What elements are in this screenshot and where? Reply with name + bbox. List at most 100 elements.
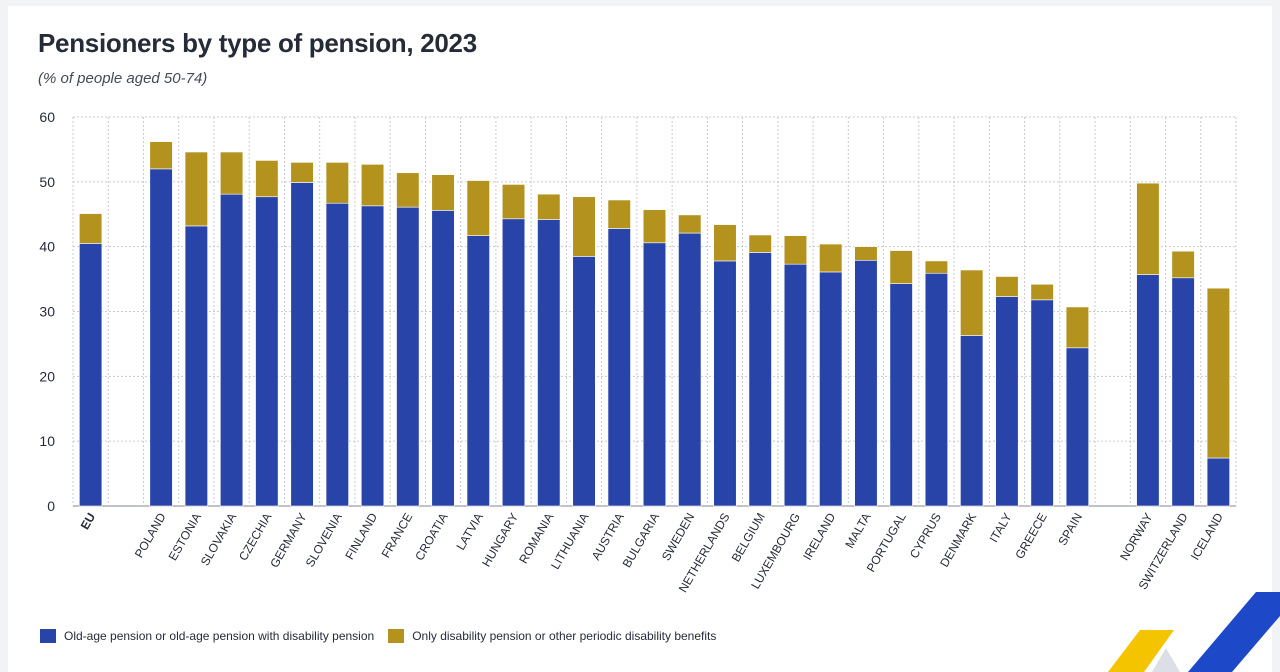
bar-disability-romania bbox=[537, 193, 561, 220]
bar-old-age-norway bbox=[1136, 274, 1160, 507]
bar-disability-czechia bbox=[255, 160, 279, 198]
x-tick-label-czechia: CZECHIA bbox=[236, 511, 274, 564]
x-tick-label-slovenia: SLOVENIA bbox=[303, 511, 345, 570]
y-tick-label-20: 20 bbox=[39, 368, 55, 384]
bar-old-age-greece bbox=[1030, 299, 1054, 507]
legend-swatch-disability bbox=[388, 629, 405, 643]
y-tick-label-10: 10 bbox=[39, 433, 55, 449]
bar-old-age-czechia bbox=[255, 196, 279, 507]
y-tick-label-60: 60 bbox=[39, 109, 55, 125]
bar-disability-hungary bbox=[501, 184, 526, 220]
bar-old-age-poland bbox=[149, 168, 173, 507]
bar-old-age-iceland bbox=[1206, 457, 1230, 507]
bar-disability-finland bbox=[360, 164, 385, 207]
bar-disability-latvia bbox=[466, 180, 490, 236]
x-tick-label-eu: EU bbox=[78, 511, 98, 532]
bar-disability-netherlands bbox=[713, 224, 737, 262]
bar-old-age-hungary bbox=[501, 218, 526, 507]
bar-old-age-croatia bbox=[431, 210, 455, 507]
bar-disability-slovenia bbox=[325, 162, 349, 204]
x-tick-label-slovakia: SLOVAKIA bbox=[198, 511, 239, 569]
bar-disability-bulgaria bbox=[642, 209, 667, 244]
bar-disability-cyprus bbox=[924, 260, 949, 274]
logo-blue-shape bbox=[1188, 592, 1280, 672]
x-tick-label-belgium: BELGIUM bbox=[729, 511, 768, 565]
x-tick-label-ireland: IRELAND bbox=[800, 510, 838, 562]
bar-old-age-slovenia bbox=[325, 202, 349, 507]
bar-old-age-bulgaria bbox=[642, 242, 667, 507]
bar-old-age-romania bbox=[537, 219, 561, 507]
x-tick-label-latvia: LATVIA bbox=[454, 510, 486, 552]
bar-disability-lithuania bbox=[572, 196, 596, 257]
y-tick-label-30: 30 bbox=[39, 304, 55, 320]
legend-item-disability: Only disability pension or other periodi… bbox=[388, 629, 716, 643]
legend-label-disability: Only disability pension or other periodi… bbox=[412, 629, 717, 643]
chart-subtitle: (% of people aged 50-74) bbox=[38, 70, 208, 87]
bar-old-age-ireland bbox=[819, 271, 843, 507]
bar-disability-sweden bbox=[678, 214, 702, 234]
bar-disability-iceland bbox=[1206, 287, 1230, 459]
bar-old-age-finland bbox=[360, 205, 385, 507]
legend-label-old-age: Old-age pension or old-age pension with … bbox=[64, 629, 375, 643]
bar-old-age-cyprus bbox=[924, 272, 949, 507]
bar-disability-denmark bbox=[960, 269, 984, 336]
bar-old-age-estonia bbox=[184, 225, 208, 507]
bar-disability-luxembourg bbox=[783, 235, 808, 265]
x-tick-label-poland: POLAND bbox=[132, 510, 169, 560]
bar-old-age-netherlands bbox=[713, 260, 737, 507]
x-tick-label-austria: AUSTRIA bbox=[589, 511, 627, 563]
bar-disability-ireland bbox=[819, 243, 843, 273]
x-tick-label-estonia: ESTONIA bbox=[166, 511, 204, 563]
x-tick-label-greece: GREECE bbox=[1012, 511, 1049, 562]
bar-disability-belgium bbox=[748, 234, 772, 253]
y-tick-label-50: 50 bbox=[39, 174, 55, 190]
eurostat-logo bbox=[1108, 592, 1280, 672]
x-tick-label-iceland: ICELAND bbox=[1188, 510, 1226, 562]
bar-old-age-latvia bbox=[466, 235, 490, 507]
x-tick-label-malta: MALTA bbox=[842, 511, 873, 551]
bar-old-age-denmark bbox=[960, 335, 984, 507]
bar-disability-poland bbox=[149, 141, 173, 170]
chart-title: Pensioners by type of pension, 2023 bbox=[38, 28, 477, 58]
bar-old-age-lithuania bbox=[572, 256, 596, 507]
x-tick-label-hungary: HUNGARY bbox=[479, 511, 521, 570]
bar-disability-spain bbox=[1065, 306, 1089, 349]
bar-old-age-france bbox=[396, 206, 420, 507]
bar-old-age-italy bbox=[995, 296, 1019, 507]
bar-disability-eu bbox=[79, 213, 103, 244]
x-tick-label-cyprus: CYPRUS bbox=[907, 511, 944, 561]
bar-disability-malta bbox=[854, 246, 878, 261]
y-tick-label-0: 0 bbox=[47, 498, 55, 514]
x-tick-label-croatia: CROATIA bbox=[412, 511, 450, 563]
x-tick-label-sweden: SWEDEN bbox=[659, 511, 697, 564]
bar-disability-slovakia bbox=[220, 151, 244, 195]
logo-grey-shape bbox=[1152, 648, 1180, 672]
x-tick-label-france: FRANCE bbox=[379, 511, 416, 561]
bar-old-age-spain bbox=[1065, 347, 1089, 507]
x-tick-label-denmark: DENMARK bbox=[937, 511, 979, 570]
x-tick-label-bulgaria: BULGARIA bbox=[620, 511, 662, 571]
bar-disability-norway bbox=[1136, 182, 1160, 275]
x-tick-label-romania: ROMANIA bbox=[516, 511, 556, 567]
bar-old-age-slovakia bbox=[220, 193, 244, 507]
logo-yellow-shape bbox=[1108, 630, 1174, 672]
bar-disability-france bbox=[396, 172, 420, 208]
x-tick-label-finland: FINLAND bbox=[342, 510, 380, 562]
bar-disability-germany bbox=[290, 162, 314, 183]
bar-disability-austria bbox=[607, 199, 631, 229]
bar-old-age-austria bbox=[607, 228, 631, 507]
bar-disability-portugal bbox=[889, 250, 913, 284]
bar-disability-greece bbox=[1030, 283, 1054, 301]
bar-disability-croatia bbox=[431, 174, 455, 211]
y-tick-label-40: 40 bbox=[39, 239, 55, 255]
bar-old-age-malta bbox=[854, 259, 878, 507]
x-tick-label-norway: NORWAY bbox=[1117, 511, 1155, 563]
stacked-bar-chart: 0 10 20 30 40 50 60 EU POLANDESTONIASLOVAKIACZEC… bbox=[39, 109, 1237, 595]
x-tick-label-italy: ITALY bbox=[987, 511, 1015, 545]
bar-disability-switzerland bbox=[1171, 250, 1195, 279]
bar-old-age-sweden bbox=[678, 232, 702, 507]
bar-old-age-luxembourg bbox=[783, 263, 808, 507]
legend: Old-age pension or old-age pension with … bbox=[40, 627, 730, 645]
x-tick-label-spain: SPAIN bbox=[1055, 511, 1085, 548]
bar-old-age-switzerland bbox=[1171, 277, 1195, 507]
